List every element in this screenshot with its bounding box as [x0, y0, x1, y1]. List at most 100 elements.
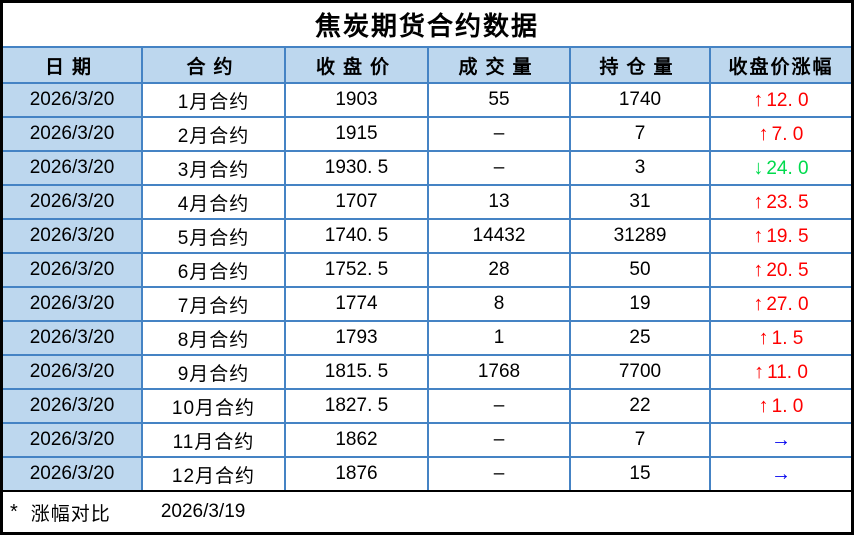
open-interest-cell: 50	[569, 252, 711, 288]
open-interest-cell: 1740	[569, 82, 711, 118]
table-row: 2026/3/20 12月合约 1876 – 15 →	[3, 456, 851, 490]
close-cell: 1793	[284, 320, 429, 356]
col-header-open-interest: 持仓量	[569, 46, 711, 84]
change-value: 23. 5	[766, 191, 809, 213]
change-value: 24. 0	[766, 157, 809, 179]
table-row: 2026/3/20 9月合约 1815. 5 1768 7700 ↑ 11. 0	[3, 354, 851, 390]
volume-cell: –	[427, 422, 571, 458]
page-title: 焦炭期货合约数据	[314, 11, 539, 41]
change-value: 11. 0	[767, 361, 808, 383]
volume-cell: 1768	[427, 354, 571, 390]
change-cell: ↑ 1. 5	[709, 320, 851, 356]
date-cell: 2026/3/20	[3, 252, 143, 288]
close-cell: 1740. 5	[284, 218, 429, 254]
table-row: 2026/3/20 5月合约 1740. 5 14432 31289 ↑ 19. …	[3, 218, 851, 254]
up-arrow-icon: ↑	[753, 88, 764, 111]
change-value: 20. 5	[766, 259, 809, 281]
change-value: 27. 0	[766, 293, 809, 315]
change-cell: ↑ 23. 5	[709, 184, 851, 220]
volume-cell: 28	[427, 252, 571, 288]
close-cell: 1752. 5	[284, 252, 429, 288]
close-cell: 1862	[284, 422, 429, 458]
close-cell: 1915	[284, 116, 429, 152]
close-cell: 1903	[284, 82, 429, 118]
up-arrow-icon: ↑	[753, 190, 764, 213]
footnote-date: 2026/3/19	[160, 501, 246, 522]
close-cell: 1774	[284, 286, 429, 322]
contract-cell: 12月合约	[141, 456, 286, 490]
change-cell: ↑ 27. 0	[709, 286, 851, 322]
change-cell: ↓ 24. 0	[709, 150, 851, 186]
change-cell: →	[709, 456, 851, 490]
down-arrow-icon: ↓	[753, 156, 764, 179]
contract-cell: 4月合约	[141, 184, 286, 220]
volume-cell: –	[427, 116, 571, 152]
change-cell: →	[709, 422, 851, 458]
change-cell: ↑ 7. 0	[709, 116, 851, 152]
change-cell: ↑ 19. 5	[709, 218, 851, 254]
volume-cell: –	[427, 388, 571, 424]
change-value: 7. 0	[771, 123, 804, 145]
open-interest-cell: 7	[569, 422, 711, 458]
col-header-contract: 合约	[141, 46, 286, 84]
close-cell: 1876	[284, 456, 429, 490]
up-arrow-icon: ↑	[754, 360, 765, 383]
date-cell: 2026/3/20	[3, 150, 143, 186]
table-row: 2026/3/20 2月合约 1915 – 7 ↑ 7. 0	[3, 116, 851, 152]
footnote: * 涨幅对比 2026/3/19	[3, 490, 851, 532]
footnote-marker: *	[10, 500, 18, 523]
contract-cell: 1月合约	[141, 82, 286, 118]
change-cell: ↑ 12. 0	[709, 82, 851, 118]
close-cell: 1815. 5	[284, 354, 429, 390]
date-cell: 2026/3/20	[3, 388, 143, 424]
open-interest-cell: 19	[569, 286, 711, 322]
up-arrow-icon: ↑	[753, 292, 764, 315]
footnote-label: 涨幅对比	[30, 503, 111, 525]
flat-arrow-icon: →	[771, 428, 791, 451]
col-header-change: 收盘价涨幅	[709, 46, 851, 84]
open-interest-cell: 3	[569, 150, 711, 186]
volume-cell: 1	[427, 320, 571, 356]
contract-cell: 3月合约	[141, 150, 286, 186]
contract-cell: 8月合约	[141, 320, 286, 356]
date-cell: 2026/3/20	[3, 422, 143, 458]
date-cell: 2026/3/20	[3, 218, 143, 254]
futures-table: 日期 合约 收盘价 成交量 持仓量 收盘价涨幅 2026/3/20 1月合约 1…	[3, 46, 851, 490]
col-header-date: 日期	[3, 46, 143, 84]
contract-cell: 9月合约	[141, 354, 286, 390]
change-cell: ↑ 11. 0	[709, 354, 851, 390]
change-value: 12. 0	[766, 89, 809, 111]
contract-cell: 10月合约	[141, 388, 286, 424]
volume-cell: 55	[427, 82, 571, 118]
up-arrow-icon: ↑	[758, 394, 769, 417]
date-cell: 2026/3/20	[3, 82, 143, 118]
volume-cell: 8	[427, 286, 571, 322]
table-header-row: 日期 合约 收盘价 成交量 持仓量 收盘价涨幅	[3, 46, 851, 84]
col-header-close: 收盘价	[284, 46, 429, 84]
table-row: 2026/3/20 1月合约 1903 55 1740 ↑ 12. 0	[3, 82, 851, 118]
table-row: 2026/3/20 3月合约 1930. 5 – 3 ↓ 24. 0	[3, 150, 851, 186]
close-cell: 1827. 5	[284, 388, 429, 424]
date-cell: 2026/3/20	[3, 354, 143, 390]
contract-cell: 11月合约	[141, 422, 286, 458]
up-arrow-icon: ↑	[758, 326, 769, 349]
date-cell: 2026/3/20	[3, 184, 143, 220]
table-row: 2026/3/20 4月合约 1707 13 31 ↑ 23. 5	[3, 184, 851, 220]
close-cell: 1707	[284, 184, 429, 220]
change-value: 19. 5	[766, 225, 809, 247]
open-interest-cell: 25	[569, 320, 711, 356]
open-interest-cell: 31289	[569, 218, 711, 254]
contract-cell: 6月合约	[141, 252, 286, 288]
contract-cell: 2月合约	[141, 116, 286, 152]
date-cell: 2026/3/20	[3, 456, 143, 490]
up-arrow-icon: ↑	[758, 122, 769, 145]
open-interest-cell: 22	[569, 388, 711, 424]
open-interest-cell: 7700	[569, 354, 711, 390]
table-row: 2026/3/20 6月合约 1752. 5 28 50 ↑ 20. 5	[3, 252, 851, 288]
up-arrow-icon: ↑	[753, 258, 764, 281]
volume-cell: 14432	[427, 218, 571, 254]
table-row: 2026/3/20 11月合约 1862 – 7 →	[3, 422, 851, 458]
table-row: 2026/3/20 7月合约 1774 8 19 ↑ 27. 0	[3, 286, 851, 322]
flat-arrow-icon: →	[771, 462, 791, 485]
